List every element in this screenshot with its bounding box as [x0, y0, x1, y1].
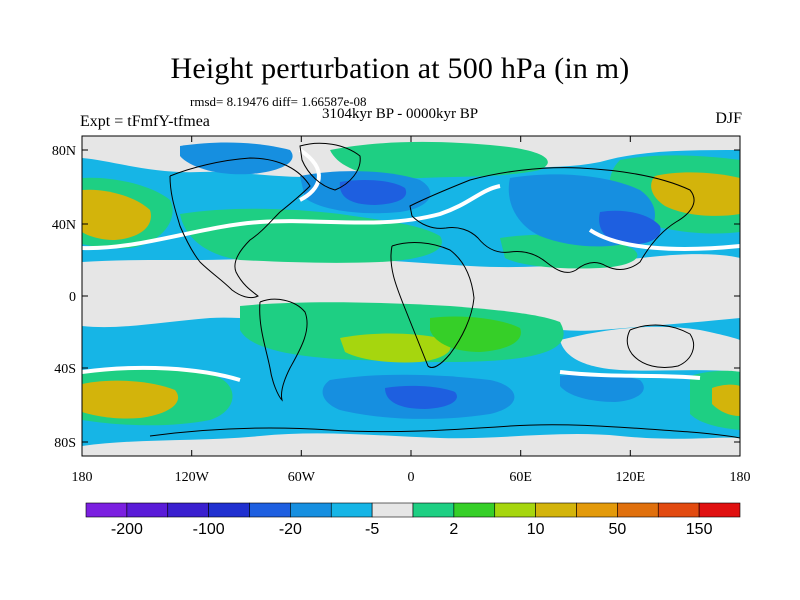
lon-tick-label: 60E	[509, 470, 532, 485]
colorbar-label: -200	[111, 521, 143, 538]
lon-tick-label: 180	[72, 470, 93, 485]
colorbar-swatch	[494, 502, 536, 518]
lon-tick-label: 120E	[616, 470, 646, 485]
colorbar-label: 150	[686, 521, 713, 538]
colorbar-label: 50	[608, 521, 626, 538]
field-strongneg-japan	[599, 210, 661, 245]
coast-greenland	[299, 142, 361, 191]
colorbar-swatch	[698, 502, 741, 518]
colorbar: -200 -100 -20 -5 2 10 50 150	[85, 502, 741, 538]
lat-tick-label: 80N	[52, 144, 76, 159]
statistics-text: rmsd= 8.19476 diff= 1.66587e-08	[190, 94, 367, 109]
colorbar-swatch	[371, 502, 414, 518]
zero-contour-south-east	[559, 370, 701, 380]
field-strongneg-southern	[385, 385, 457, 409]
colorbar-swatch	[126, 502, 169, 518]
coast-europe-asia	[409, 167, 695, 273]
zero-contour-north-pacific	[588, 228, 740, 251]
season-label: DJF	[715, 110, 742, 127]
experiment-label: Expt = tFmfY-tfmea	[80, 113, 210, 130]
zero-contours	[82, 148, 740, 382]
lon-tick-label: 120W	[175, 470, 210, 485]
coastlines	[149, 142, 740, 439]
field-neutral-pacific	[560, 326, 740, 372]
colorbar-swatch	[412, 502, 455, 518]
colorbar-swatch	[290, 502, 332, 518]
colorbar-swatch	[208, 502, 250, 518]
colorbar-swatch	[249, 502, 291, 518]
lon-tick-label: 0	[408, 470, 415, 485]
colorbar-label: -5	[365, 521, 379, 538]
coast-australia	[626, 324, 694, 368]
colorbar-swatch	[453, 502, 496, 518]
lon-tick-label: 60W	[288, 470, 316, 485]
coast-antarctica	[149, 424, 740, 439]
field-high-south-pacific-east	[712, 384, 740, 416]
lat-tick-label: 40S	[54, 362, 76, 377]
colorbar-swatch	[617, 502, 659, 518]
colorbar-label: -20	[279, 521, 302, 538]
field-strongneg-north-atlantic	[339, 180, 407, 205]
longitude-axis: 180 120W 60W 0 60E 120E 180	[72, 136, 751, 485]
field-strongpos-south-indian	[430, 316, 521, 352]
field-neg-canada	[180, 142, 293, 175]
zero-contour-arctic	[298, 148, 321, 202]
lat-tick-label: 0	[69, 290, 76, 305]
colorbar-swatch	[330, 502, 373, 518]
zero-contour-north	[82, 184, 501, 251]
colorbar-label: 10	[527, 521, 545, 538]
colorbar-label: 2	[449, 521, 458, 538]
latitude-axis: 80N 40N 0 40S 80S	[52, 144, 740, 451]
colorbar-swatch	[85, 502, 128, 518]
colorbar-swatch	[535, 502, 577, 518]
contour-field	[82, 136, 740, 456]
colorbar-swatch	[167, 502, 209, 518]
map-title: Height perturbation at 500 hPa (in m)	[170, 52, 630, 85]
lat-tick-label: 40N	[52, 218, 76, 233]
coast-south-america	[259, 298, 308, 402]
colorbar-label: -100	[193, 521, 225, 538]
coast-north-america	[169, 157, 311, 299]
field-neutral-south	[82, 433, 740, 456]
coast-africa	[390, 242, 475, 368]
zero-contour-south	[82, 365, 241, 382]
lat-tick-label: 80S	[54, 436, 76, 451]
field-neg-south-indian	[560, 373, 644, 402]
field-high-south-pacific-west	[82, 380, 179, 419]
field-pos-arctic	[330, 141, 548, 179]
field-high-north-pacific-west	[82, 189, 151, 240]
field-strongpos-south-atlantic	[340, 333, 451, 363]
lon-tick-label: 180	[730, 470, 751, 485]
colorbar-swatch	[576, 502, 618, 518]
colorbar-swatch	[657, 502, 700, 518]
period-label: 3104kyr BP - 0000kyr BP	[322, 106, 479, 122]
